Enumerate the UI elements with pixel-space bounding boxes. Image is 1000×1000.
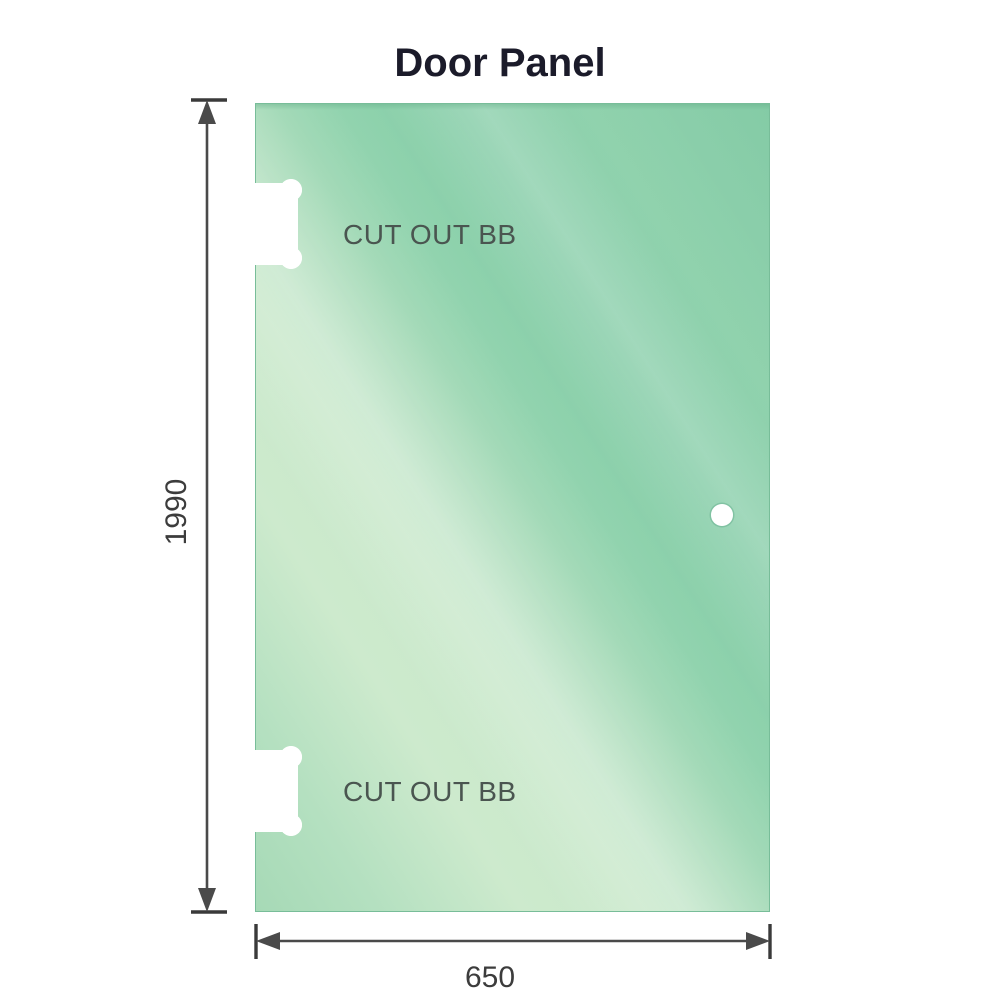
door-glass-panel: CUT OUT BB CUT OUT BB (252, 102, 771, 913)
width-dim-label: 650 (465, 961, 515, 994)
height-arrow-up-icon (198, 100, 216, 124)
cut-out-upper-lobe-top (280, 179, 302, 201)
dimension-width: 650 (254, 924, 772, 994)
cut-out-upper-label: CUT OUT BB (343, 219, 517, 250)
cut-out-lower-lobe-top (280, 746, 302, 768)
cut-out-bb-lower: CUT OUT BB (252, 746, 517, 836)
cut-out-lower-label: CUT OUT BB (343, 776, 517, 807)
handle-hole-bore (711, 504, 733, 526)
width-arrow-right-icon (746, 932, 770, 950)
width-arrow-left-icon (256, 932, 280, 950)
cut-out-bb-upper: CUT OUT BB (252, 179, 517, 269)
panel-border (254, 102, 771, 913)
panel-top-edge-shade (255, 103, 770, 110)
panel-sheen-secondary (255, 103, 770, 912)
page-title: Door Panel (394, 41, 605, 85)
height-arrow-down-icon (198, 888, 216, 912)
height-dim-label: 1990 (160, 479, 193, 546)
dimension-height: 1990 (160, 98, 227, 914)
cut-out-lower-lobe-bottom (280, 814, 302, 836)
cut-out-upper-lobe-bottom (280, 247, 302, 269)
handle-hole (709, 502, 735, 528)
